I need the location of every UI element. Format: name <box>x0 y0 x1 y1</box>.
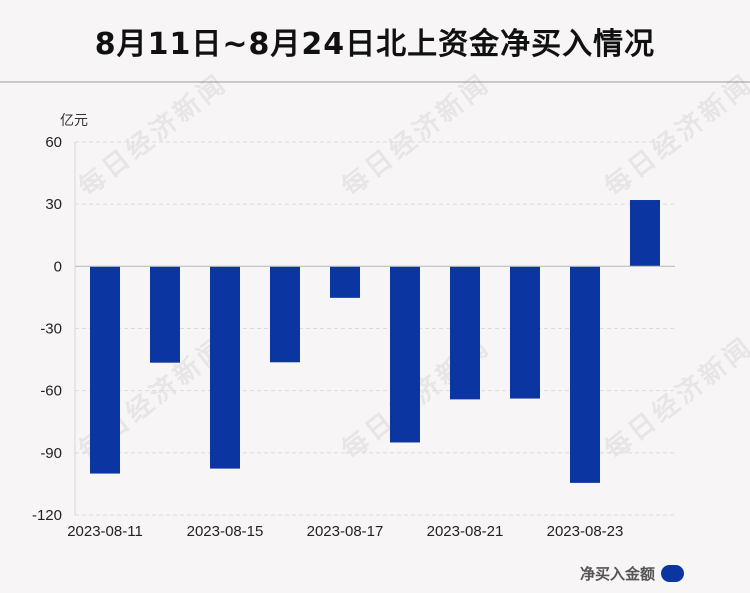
y-tick-label: 30 <box>45 196 62 213</box>
y-tick-label: -90 <box>40 445 62 462</box>
legend-swatch <box>661 565 684 582</box>
bar <box>90 266 120 474</box>
x-tick-label: 2023-08-15 <box>187 523 264 540</box>
y-axis-unit-label: 亿元 <box>60 113 88 129</box>
x-tick-label: 2023-08-21 <box>427 523 504 540</box>
y-tick-label: -120 <box>32 507 62 524</box>
bar <box>150 266 180 363</box>
legend-label: 净买入金额 <box>579 565 655 583</box>
bar <box>270 266 300 363</box>
bar <box>390 266 420 443</box>
y-axis-ticks: 60 30 0 -30 -60 -90 -120 <box>32 134 62 524</box>
x-tick-label: 2023-08-11 <box>67 523 143 540</box>
y-tick-label: -60 <box>40 383 62 400</box>
x-tick-label: 2023-08-17 <box>307 523 384 540</box>
y-tick-label: 0 <box>54 258 62 275</box>
y-tick-label: -30 <box>40 321 62 338</box>
bar <box>450 266 480 400</box>
title-divider <box>0 81 750 83</box>
x-axis-ticks: 2023-08-11 2023-08-15 2023-08-17 2023-08-21… <box>67 523 623 540</box>
bar <box>510 266 540 399</box>
bar <box>570 266 600 483</box>
legend: 净买入金额 <box>580 563 684 584</box>
y-tick-label: 60 <box>45 134 62 151</box>
bars <box>90 200 660 483</box>
bar <box>630 200 660 267</box>
bar <box>330 266 360 298</box>
bar <box>210 266 240 469</box>
chart-title: 8月11日~8月24日北上资金净买入情况 <box>94 27 656 62</box>
x-tick-label: 2023-08-23 <box>547 523 624 540</box>
